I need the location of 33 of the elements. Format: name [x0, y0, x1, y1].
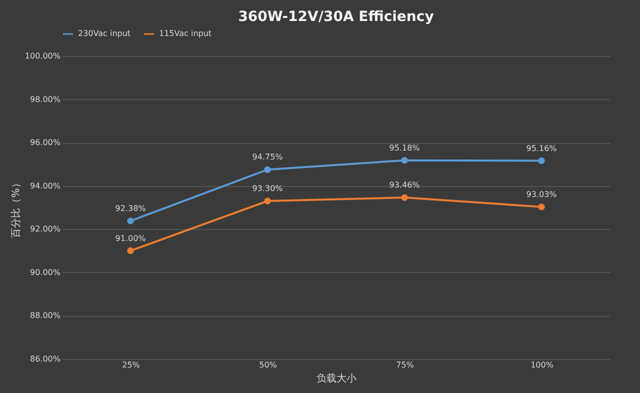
data-label: 93.03%: [526, 190, 558, 199]
y-tick-label: 96.00%: [30, 138, 61, 148]
x-tick-label: 25%: [122, 360, 140, 370]
x-tick-label: 75%: [396, 360, 414, 370]
data-label: 95.18%: [389, 143, 420, 152]
point: [264, 198, 271, 204]
point: [264, 166, 271, 173]
x-axis-title: 负载大小: [316, 372, 356, 384]
y-tick-label: 90.00%: [30, 268, 61, 277]
point: [538, 157, 545, 164]
chart-title: 360W-12V/30A Efficiency: [238, 9, 434, 25]
data-label: 93.46%: [389, 180, 420, 190]
y-tick-label: 86.00%: [30, 354, 61, 364]
legend-label: 230Vac input: [78, 29, 131, 38]
data-label: 92.38%: [115, 204, 146, 213]
data-label: 91.00%: [115, 234, 146, 243]
y-tick-label: 88.00%: [30, 311, 61, 320]
y-tick-label: 98.00%: [30, 94, 61, 104]
data-label: 95.16%: [526, 144, 558, 153]
y-tick-label: 94.00%: [30, 181, 61, 190]
point: [127, 218, 134, 224]
point: [401, 156, 408, 164]
legend-label: 115Vac input: [159, 29, 212, 38]
point: [538, 204, 545, 210]
x-tick-label: 50%: [259, 360, 278, 370]
y-axis-title: 百分比（%）: [10, 178, 22, 238]
x-tick-label: 100%: [530, 360, 554, 370]
data-label: 94.75%: [252, 152, 284, 162]
data-label: 93.30%: [252, 184, 284, 194]
y-tick-label: 92.00%: [30, 224, 61, 234]
y-tick-label: 100.00%: [24, 52, 61, 60]
point: [127, 247, 134, 254]
point: [401, 194, 408, 201]
